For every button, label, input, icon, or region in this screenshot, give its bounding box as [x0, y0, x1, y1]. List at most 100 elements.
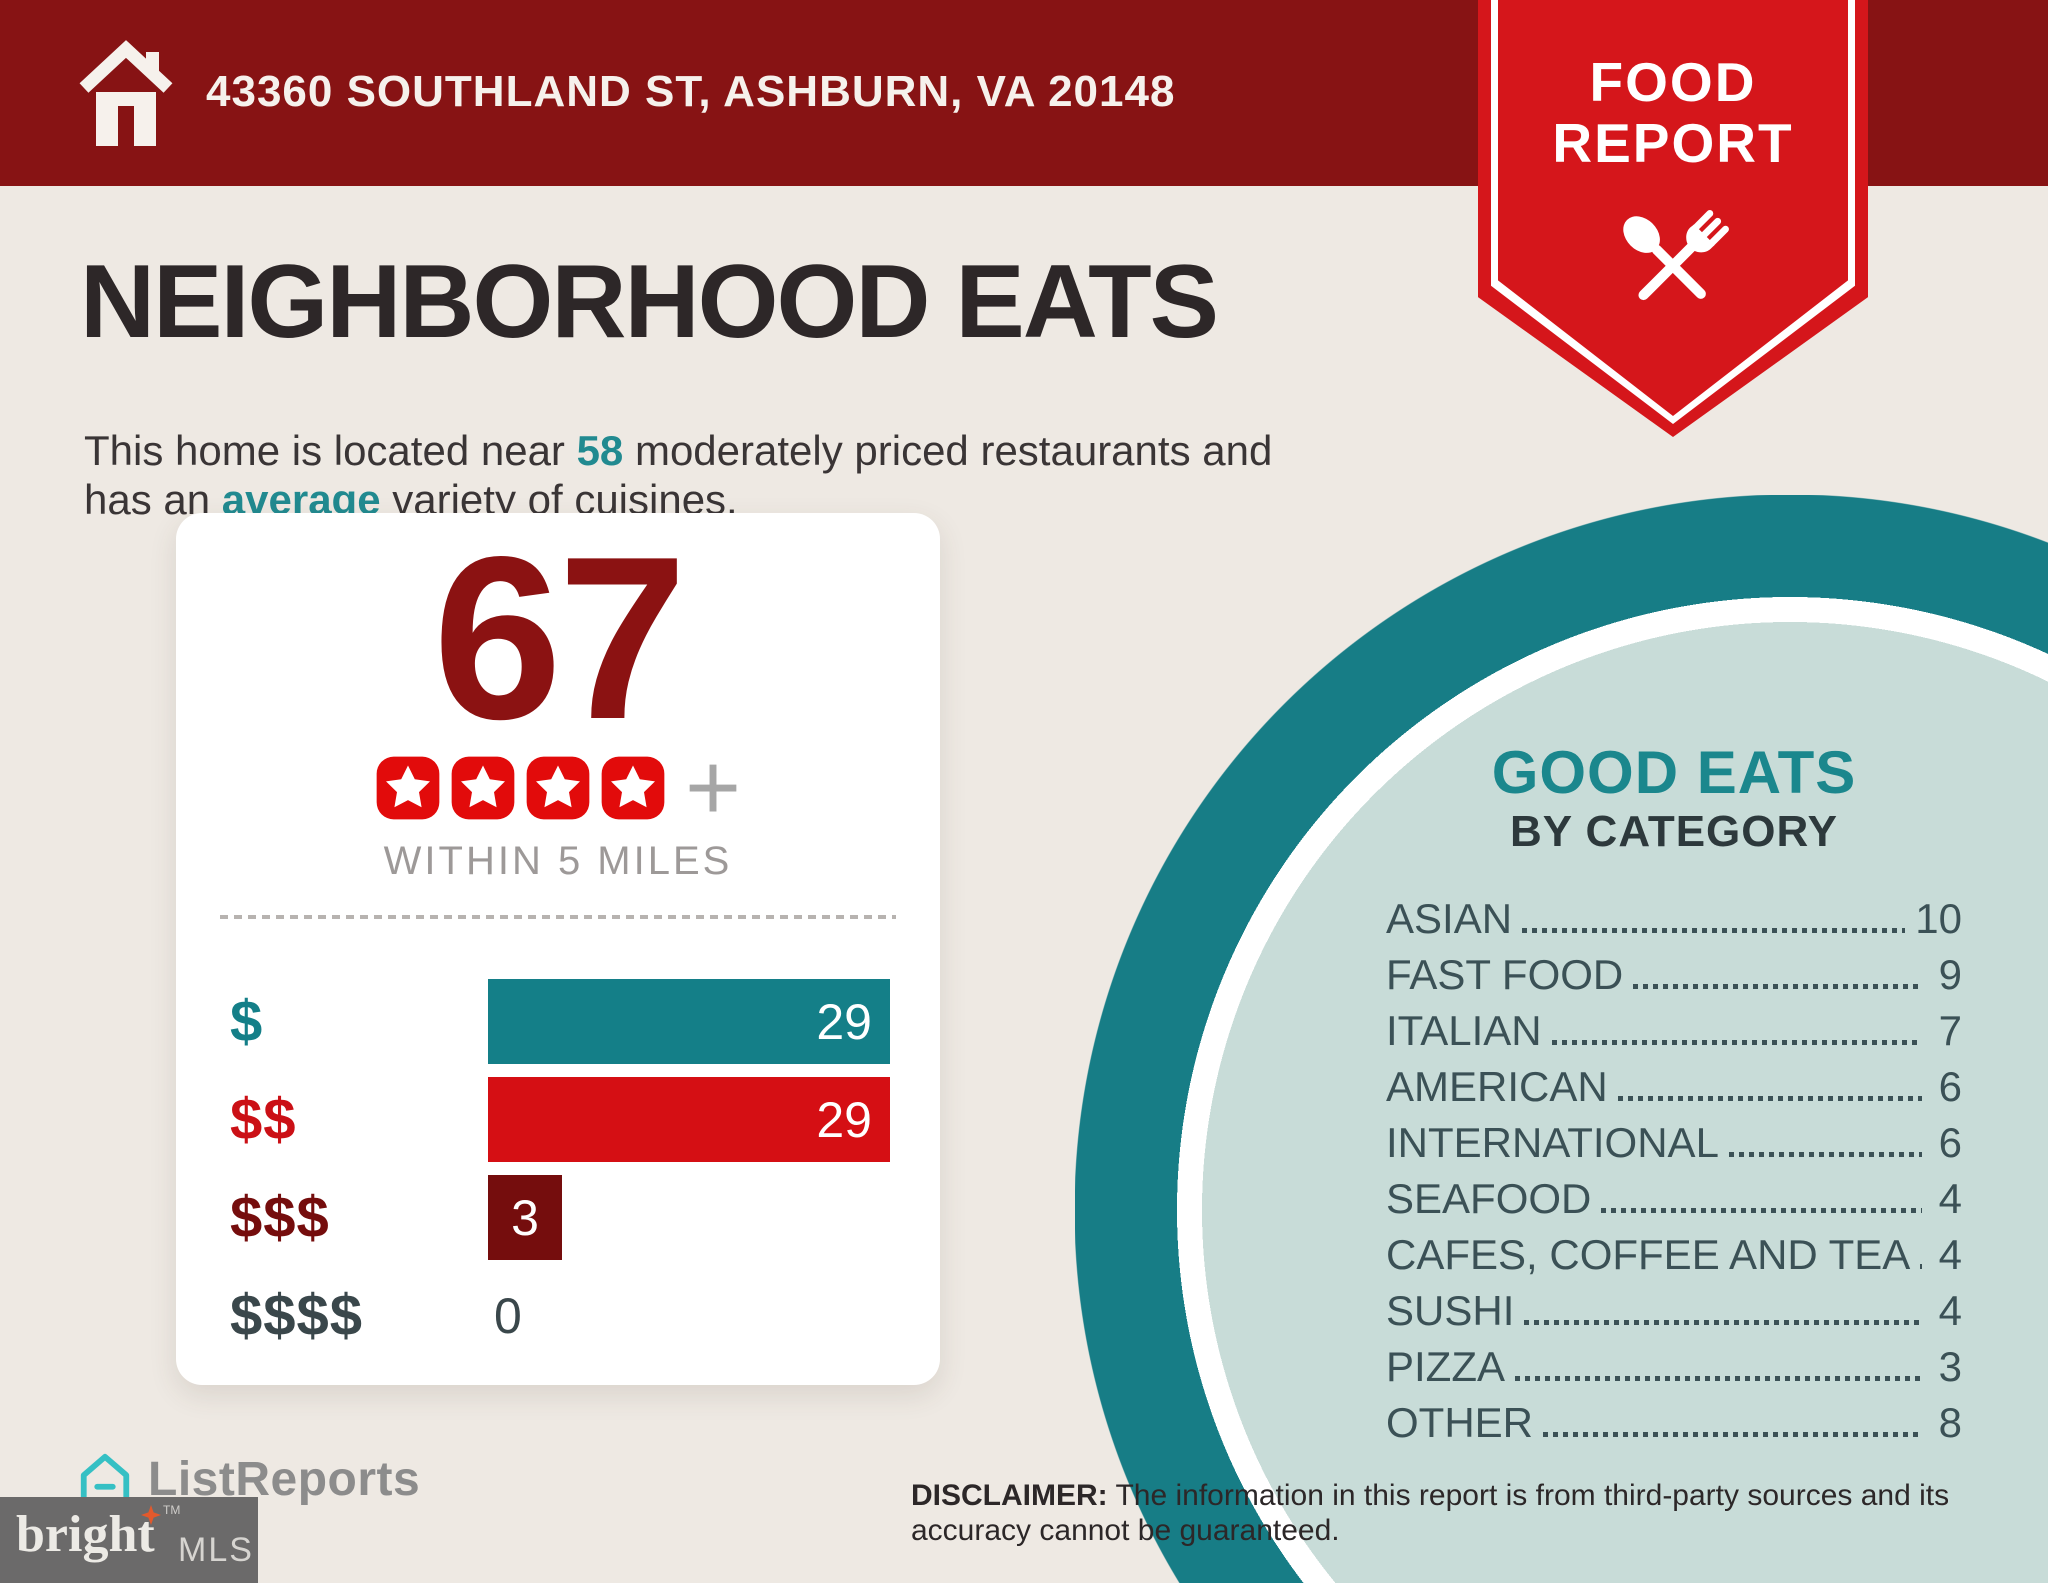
category-count: 6 [1938, 1063, 1962, 1110]
category-row: SUSHI 4 [1386, 1290, 1962, 1332]
category-name: FAST FOOD [1386, 951, 1624, 998]
category-name: ITALIAN [1386, 1007, 1542, 1054]
page-title: NEIGHBORHOOD EATS [80, 244, 1219, 360]
star-rating: + [176, 734, 940, 841]
crossed-spoon-fork-icon [1623, 210, 1729, 301]
dotted-leader [1920, 1264, 1922, 1269]
category-row: AMERICAN 6 [1386, 1066, 1962, 1108]
category-count: 6 [1938, 1119, 1962, 1166]
price-tier-label: $ [230, 989, 264, 1054]
category-row: CAFES, COFFEE AND TEA 4 [1386, 1234, 1962, 1276]
disclaimer-text: DISCLAIMER: The information in this repo… [911, 1478, 2048, 1548]
badge-title-line1: FOOD [1589, 51, 1757, 113]
radius-caption: WITHIN 5 MILES [383, 839, 733, 883]
price-tier-label: $$$ [230, 1185, 330, 1250]
star-icon [451, 756, 515, 820]
price-bar: 29 [488, 979, 890, 1064]
bright-mls-logo: bright TM MLS [0, 1497, 258, 1583]
category-name: ASIAN [1386, 895, 1513, 942]
restaurant-score: 67 [432, 509, 687, 768]
dotted-leader [1601, 1208, 1922, 1213]
category-name: SEAFOOD [1386, 1175, 1592, 1222]
category-count: 10 [1915, 895, 1962, 942]
dotted-leader [1728, 1152, 1922, 1157]
good-eats-title: GOOD EATS [1491, 739, 1857, 806]
dashed-divider [220, 915, 896, 919]
category-count: 4 [1938, 1175, 1962, 1222]
intro-segment: This home is located near [84, 427, 577, 474]
dotted-leader [1633, 984, 1922, 989]
price-bar: 3 [488, 1175, 562, 1260]
badge-content: FOOD REPORT [1478, 0, 1868, 345]
dotted-leader [1524, 1320, 1922, 1325]
category-name: OTHER [1386, 1399, 1533, 1446]
sparkle-icon [141, 1505, 161, 1525]
listreports-house-icon [80, 1453, 130, 1505]
bar-value: 29 [816, 993, 872, 1050]
intro-segment: moderately priced restaurants and [623, 427, 1273, 474]
bright-wordmark: bright [16, 1506, 155, 1563]
good-eats-circle-background [1075, 495, 2048, 1583]
category-name: INTERNATIONAL [1386, 1119, 1719, 1166]
disclaimer-line1: The information in this report is from t… [1107, 1479, 1950, 1512]
category-list: ASIAN 10 FAST FOOD 9 ITALIAN 7 AMERICAN 6 INTERN… [1386, 898, 1962, 1444]
category-row: FAST FOOD 9 [1386, 954, 1962, 996]
category-name: AMERICAN [1386, 1063, 1608, 1110]
plus-icon: + [684, 734, 742, 841]
star-icon [601, 756, 665, 820]
category-count: 3 [1938, 1343, 1962, 1390]
category-count: 8 [1938, 1399, 1962, 1446]
category-name: SUSHI [1386, 1287, 1515, 1334]
category-row: ITALIAN 7 [1386, 1010, 1962, 1052]
star-icons [375, 755, 666, 821]
category-row: SEAFOOD 4 [1386, 1178, 1962, 1220]
bar-area: 3 [488, 1175, 890, 1260]
category-row: ASIAN 10 [1386, 898, 1962, 940]
property-address: 43360 SOUTHLAND ST, ASHBURN, VA 20148 [206, 67, 1176, 116]
category-count: 9 [1938, 951, 1962, 998]
bar-area: 29 [488, 1077, 890, 1162]
price-tier-bar-chart: $29 $$ 29 $$$ 3 $$$$ 0 [176, 979, 940, 1358]
dotted-leader [1551, 1040, 1922, 1045]
price-bar: 29 [488, 1077, 890, 1162]
bar-value: 3 [511, 1189, 539, 1246]
mls-wordmark: MLS [178, 1531, 254, 1569]
intro-text: This home is located near 58 moderately … [84, 426, 1272, 524]
bar-area: 0 [488, 1273, 890, 1358]
price-row: $29 [230, 979, 940, 1064]
dotted-leader [1543, 1432, 1922, 1437]
restaurant-count: 58 [576, 427, 624, 474]
dotted-leader [1515, 1376, 1922, 1381]
price-tier-label: $$$$ [230, 1283, 364, 1348]
good-eats-panel: GOOD EATS BY CATEGORY ASIAN 10 FAST FOOD 9 I… [1386, 742, 1962, 1458]
category-name: CAFES, COFFEE AND TEA [1386, 1231, 1911, 1278]
dotted-leader [1522, 928, 1906, 933]
good-eats-subtitle: BY CATEGORY [1509, 807, 1838, 856]
badge-title-line2: REPORT [1552, 112, 1794, 174]
price-row: $$ 29 [230, 1077, 940, 1162]
category-row: PIZZA 3 [1386, 1346, 1962, 1388]
category-row: OTHER 8 [1386, 1402, 1962, 1444]
star-icon [376, 756, 440, 820]
category-count: 4 [1938, 1231, 1962, 1278]
disclaimer-label: DISCLAIMER: [911, 1479, 1108, 1512]
price-row: $$$$ 0 [230, 1273, 940, 1358]
bar-value: 29 [816, 1091, 872, 1148]
bar-area: 29 [488, 979, 890, 1064]
home-icon [79, 40, 173, 146]
dotted-leader [1617, 1096, 1922, 1101]
price-row: $$$ 3 [230, 1175, 940, 1260]
category-name: PIZZA [1386, 1343, 1506, 1390]
price-tier-label: $$ [230, 1087, 297, 1152]
trademark-symbol: TM [163, 1503, 181, 1517]
food-report-badge: FOOD REPORT [1478, 0, 1868, 437]
category-count: 7 [1938, 1007, 1962, 1054]
category-count: 4 [1938, 1287, 1962, 1334]
listreports-wordmark: ListReports [148, 1452, 421, 1506]
restaurant-score-card: 67 + WITHIN 5 MILES $29 $$ 29 $$$ 3 $$$$ 0 [176, 513, 940, 1385]
listreports-logo: ListReports [76, 1448, 420, 1510]
category-row: INTERNATIONAL 6 [1386, 1122, 1962, 1164]
star-icon [526, 756, 590, 820]
bar-value-zero: 0 [494, 1287, 522, 1344]
